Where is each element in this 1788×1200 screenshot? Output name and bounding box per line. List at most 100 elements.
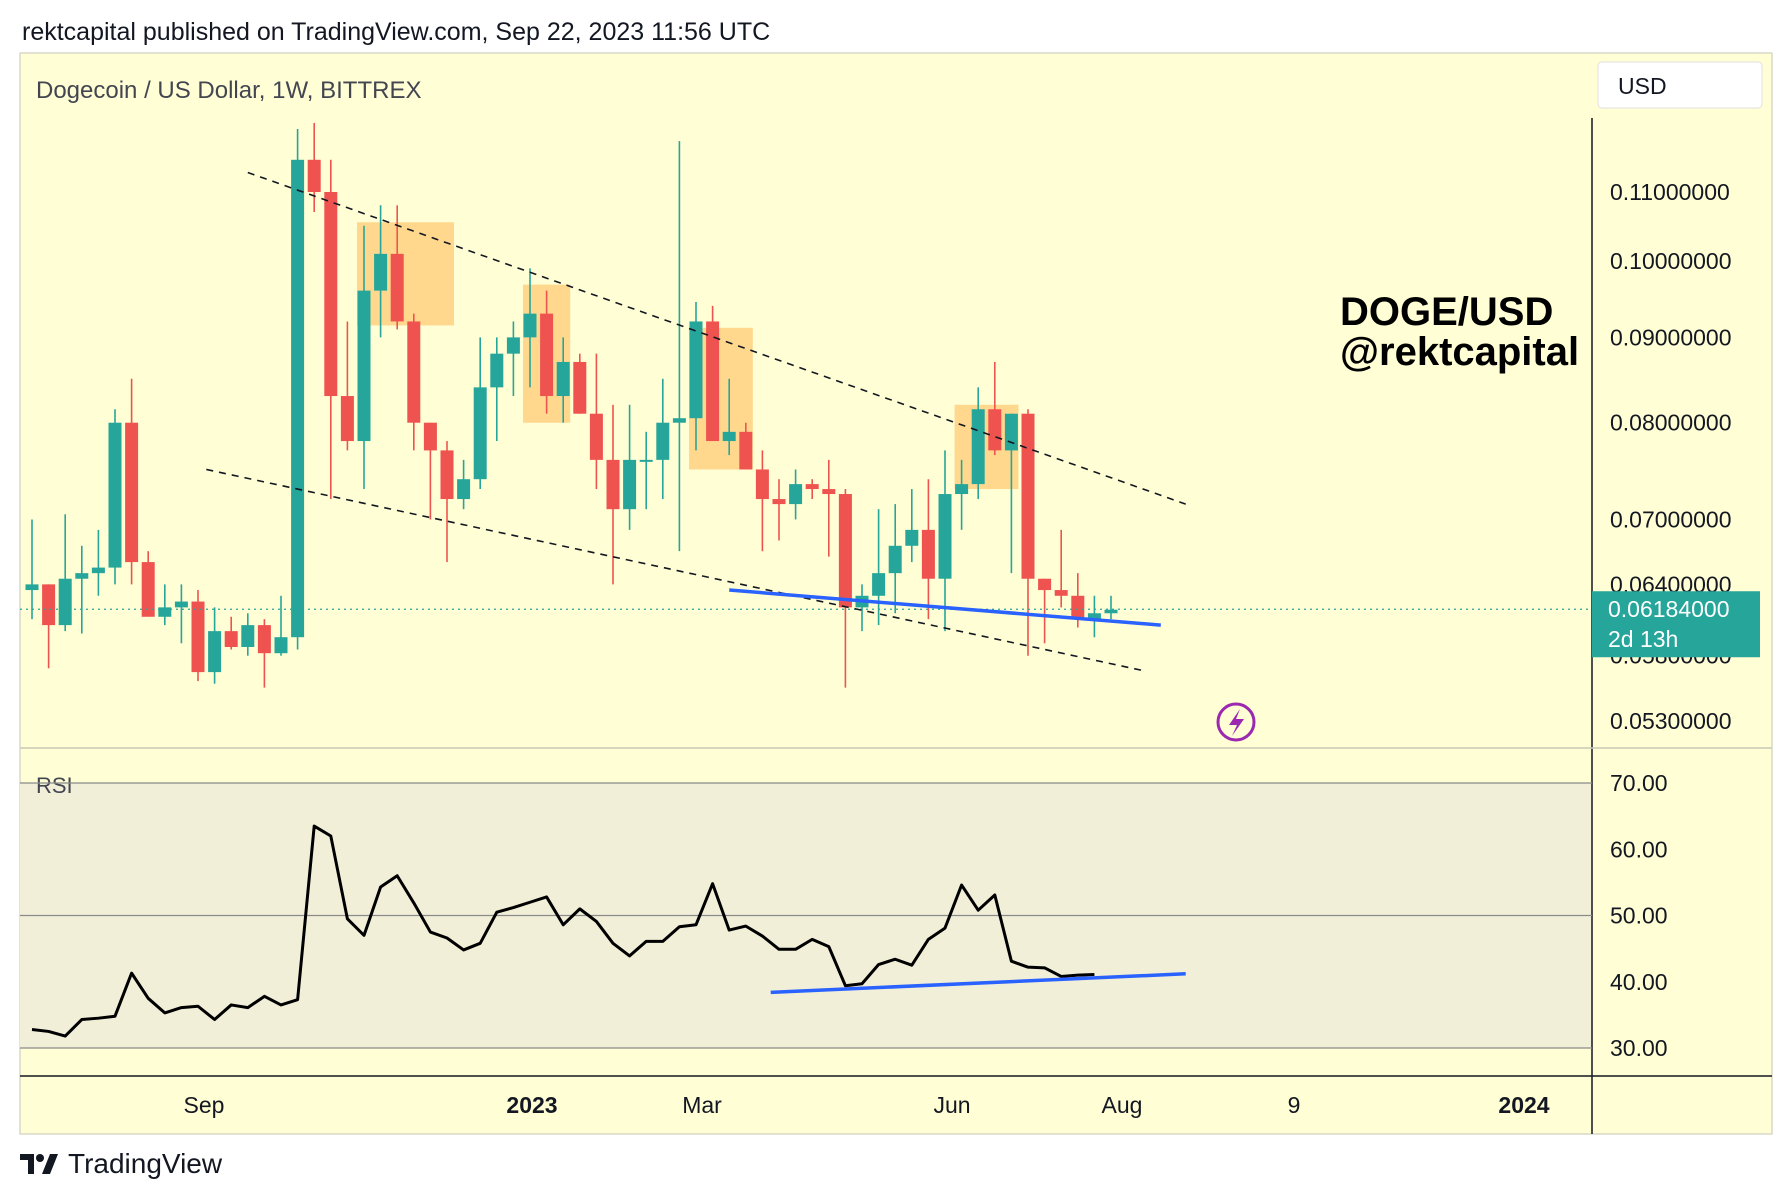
candle[interactable] xyxy=(1054,529,1068,608)
candle-body xyxy=(158,607,172,617)
candle-body xyxy=(324,192,338,397)
candle[interactable] xyxy=(722,378,736,456)
candle[interactable] xyxy=(888,504,902,614)
candle-body xyxy=(523,313,537,338)
candle[interactable] xyxy=(1087,595,1101,638)
candle[interactable] xyxy=(357,225,371,490)
candle-body xyxy=(191,601,205,673)
candle[interactable] xyxy=(91,529,105,596)
candle[interactable] xyxy=(158,584,172,626)
candle[interactable] xyxy=(141,551,155,617)
candle[interactable] xyxy=(672,141,686,552)
candle-body xyxy=(91,567,105,574)
rsi-label: RSI xyxy=(36,773,73,798)
candle-body xyxy=(1038,578,1052,591)
publisher-header: rektcapital published on TradingView.com… xyxy=(22,18,771,46)
candle[interactable] xyxy=(905,489,919,563)
candle[interactable] xyxy=(506,321,520,397)
candle-body xyxy=(340,396,354,442)
candle[interactable] xyxy=(423,422,437,520)
candle[interactable] xyxy=(324,159,338,500)
candle[interactable] xyxy=(291,128,305,650)
candle[interactable] xyxy=(623,404,637,530)
candle-body xyxy=(490,353,504,388)
candle[interactable] xyxy=(191,590,205,682)
candle-body xyxy=(706,321,720,442)
candle-body xyxy=(224,631,238,647)
candle-body xyxy=(1104,609,1118,614)
candle[interactable] xyxy=(656,378,670,500)
candle-body xyxy=(689,321,703,419)
candle[interactable] xyxy=(75,545,89,634)
candle-body xyxy=(755,469,769,500)
candle[interactable] xyxy=(407,313,421,451)
candle[interactable] xyxy=(805,479,819,500)
candle[interactable] xyxy=(1104,595,1118,620)
currency-selector[interactable]: USD xyxy=(1597,61,1763,109)
candle[interactable] xyxy=(971,387,985,500)
candle[interactable] xyxy=(938,450,952,632)
candle[interactable] xyxy=(224,616,238,650)
candle-body xyxy=(921,529,935,579)
candle[interactable] xyxy=(1038,578,1052,644)
candle[interactable] xyxy=(25,519,39,620)
candle[interactable] xyxy=(473,337,487,490)
watermark-line-1: DOGE/USD xyxy=(1340,290,1553,334)
candle[interactable] xyxy=(872,509,886,626)
candle[interactable] xyxy=(639,431,653,510)
candle-body xyxy=(656,422,670,460)
time-axis: Sep 2023 Mar Jun Aug 9 2024 xyxy=(184,1092,1550,1118)
candle-body xyxy=(108,422,122,568)
current-price-badge: 0.06184000 2d 13h xyxy=(1592,591,1760,658)
candle[interactable] xyxy=(955,459,969,530)
candle[interactable] xyxy=(241,613,255,656)
currency-label: USD xyxy=(1618,73,1667,99)
candle[interactable] xyxy=(755,450,769,552)
candle[interactable] xyxy=(257,619,271,688)
candle[interactable] xyxy=(772,479,786,541)
candle[interactable] xyxy=(573,353,587,414)
rsi-axis: 70.00 60.00 50.00 40.00 30.00 xyxy=(20,770,1668,1061)
candle[interactable] xyxy=(42,584,56,669)
candle[interactable] xyxy=(921,479,935,620)
candle[interactable] xyxy=(374,205,388,338)
candle[interactable] xyxy=(789,469,803,520)
candle[interactable] xyxy=(556,337,570,423)
candle[interactable] xyxy=(739,422,753,470)
candle[interactable] xyxy=(307,122,321,213)
upper-channel-line xyxy=(247,171,1186,505)
candle[interactable] xyxy=(822,459,836,557)
candle[interactable] xyxy=(523,268,537,388)
candle[interactable] xyxy=(174,584,188,644)
price-tick-label: 0.08000000 xyxy=(1610,410,1732,436)
candle-body xyxy=(1021,413,1035,579)
candle-body xyxy=(938,494,952,579)
candle[interactable] xyxy=(988,361,1002,456)
candle[interactable] xyxy=(606,404,620,585)
candle[interactable] xyxy=(689,302,703,451)
candle[interactable] xyxy=(457,459,471,510)
candle-body xyxy=(274,637,288,654)
lightning-icon[interactable] xyxy=(1216,702,1256,742)
candle[interactable] xyxy=(274,595,288,656)
candle[interactable] xyxy=(58,514,72,632)
candle[interactable] xyxy=(108,409,122,585)
candle-body xyxy=(241,625,255,647)
candle[interactable] xyxy=(490,337,504,442)
candle-body xyxy=(955,484,969,495)
candle-body xyxy=(440,450,454,500)
candle-body xyxy=(58,578,72,626)
candle[interactable] xyxy=(125,378,139,585)
candle-body xyxy=(1054,590,1068,596)
candle[interactable] xyxy=(706,305,720,442)
candle[interactable] xyxy=(540,290,554,414)
candle-body xyxy=(257,625,271,654)
candle[interactable] xyxy=(340,321,354,451)
candle[interactable] xyxy=(208,607,222,684)
candle[interactable] xyxy=(589,353,603,490)
candle-body xyxy=(805,484,819,490)
candle[interactable] xyxy=(440,441,454,563)
candle[interactable] xyxy=(838,489,852,688)
candle-body xyxy=(888,545,902,574)
